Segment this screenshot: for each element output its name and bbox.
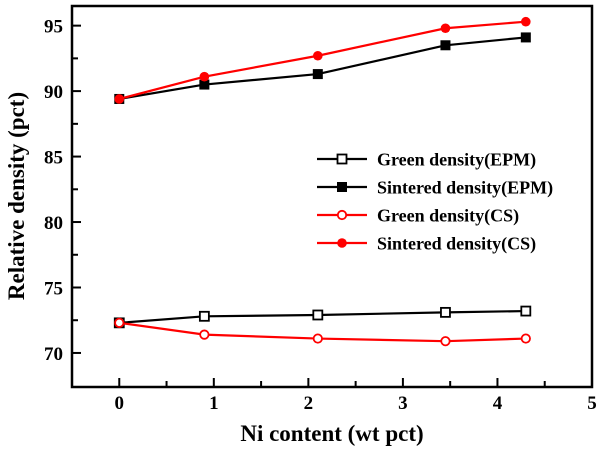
- marker-square-open: [336, 153, 348, 165]
- y-tick-label: 90: [44, 82, 63, 103]
- series-1: [114, 32, 531, 104]
- marker-square-filled: [520, 32, 531, 43]
- series-line: [118, 20, 526, 101]
- series-0: [113, 305, 532, 329]
- x-axis-ticks: 0 1 2 3 4 5: [115, 378, 597, 414]
- legend-item-3: Sintered density(CS): [317, 234, 536, 255]
- marker-circle-filled: [114, 94, 125, 104]
- marker-circle-open: [312, 333, 323, 344]
- legend-item-2: Green density(CS): [317, 206, 519, 227]
- x-tick-label: 2: [304, 393, 314, 414]
- y-tick-label: 70: [44, 344, 63, 365]
- marker-square-filled: [312, 69, 323, 80]
- x-tick-label: 5: [587, 393, 597, 414]
- marker-square-open: [198, 310, 210, 322]
- marker-circle-open: [114, 317, 125, 328]
- y-tick-label: 95: [44, 17, 63, 38]
- y-tick-label: 75: [44, 278, 63, 299]
- marker-circle-open: [199, 329, 210, 340]
- marker-square-filled: [337, 182, 347, 192]
- marker-square-open: [440, 306, 451, 318]
- plot-frame: [70, 4, 594, 389]
- marker-circle-filled: [337, 238, 347, 248]
- series-line: [119, 36, 526, 101]
- legend-label: Green density(CS): [377, 206, 519, 227]
- legend-label: Green density(EPM): [377, 150, 536, 171]
- y-tick-label: 85: [44, 148, 63, 169]
- legend: Green density(EPM) Sintered density(EPM) G…: [317, 150, 553, 255]
- x-tick-label: 3: [398, 393, 408, 414]
- series-2: [114, 317, 531, 347]
- y-axis-ticks: 70 75 80 85 90 95: [44, 17, 81, 365]
- marker-square-open: [520, 305, 532, 317]
- marker-circle-filled: [313, 50, 323, 61]
- legend-label: Sintered density(EPM): [377, 178, 553, 199]
- legend-item-1: Sintered density(EPM): [317, 178, 553, 199]
- y-axis-title: Relative density (pct): [4, 91, 29, 301]
- x-tick-label: 0: [115, 393, 125, 414]
- legend-item-0: Green density(EPM): [317, 150, 536, 171]
- y-tick-label: 80: [44, 213, 63, 234]
- marker-circle-filled: [521, 16, 531, 27]
- marker-circle-open: [336, 209, 348, 221]
- marker-circle-open: [440, 336, 451, 347]
- marker-circle-open: [520, 333, 531, 344]
- marker-square-open: [312, 309, 324, 321]
- x-tick-label: 1: [209, 393, 219, 414]
- marker-circle-filled: [199, 71, 210, 82]
- series-3: [114, 16, 531, 104]
- x-axis-title: Ni content (wt pct): [240, 421, 424, 446]
- marker-circle-filled: [440, 23, 451, 34]
- legend-label: Sintered density(CS): [377, 234, 536, 255]
- x-tick-label: 4: [493, 393, 503, 414]
- marker-square-filled: [440, 40, 451, 51]
